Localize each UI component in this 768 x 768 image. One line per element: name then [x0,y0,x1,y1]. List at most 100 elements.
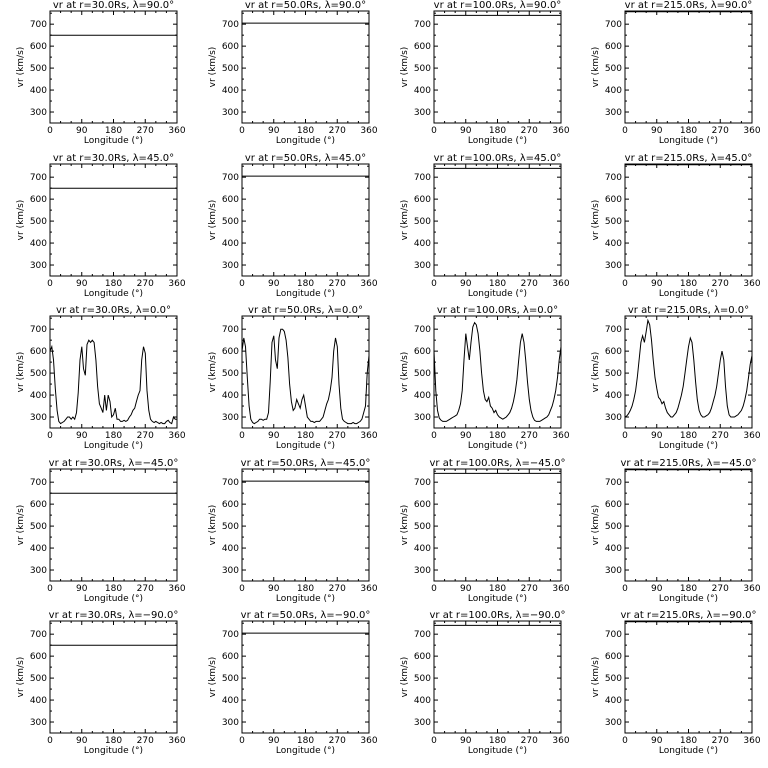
y-axis-label: vr (km/s) [16,200,26,241]
x-tick-label: 0 [622,126,628,136]
y-tick-label: 400 [30,391,47,401]
y-tick-label: 400 [30,696,47,706]
x-tick-label: 270 [137,584,154,594]
panel-4-3: vr at r=215.0Rs, λ=−90.0° 0 90 180 270 360 300… [591,610,761,756]
x-tick-label: 360 [552,584,569,594]
y-tick-label: 500 [414,64,431,74]
y-tick-label: 600 [605,347,622,357]
x-tick-label: 270 [521,431,538,441]
y-tick-label: 300 [222,718,239,728]
y-tick-label: 600 [414,500,431,510]
x-tick-label: 360 [743,431,760,441]
y-tick-label: 500 [605,522,622,532]
x-tick-label: 360 [360,736,377,746]
x-axis-label: Longitude (°) [84,594,143,604]
y-axis-label: vr (km/s) [208,505,218,546]
y-tick-label: 600 [222,42,239,52]
x-tick-label: 90 [460,736,472,746]
panel-0-2: vr at r=100.0Rs, λ=90.0° 0 90 180 270 360 300 4… [400,0,570,146]
y-tick-label: 500 [222,369,239,379]
x-tick-label: 180 [489,431,506,441]
x-tick-label: 360 [168,431,185,441]
y-tick-label: 300 [414,413,431,423]
x-tick-label: 0 [622,279,628,289]
plot-frame [49,315,178,429]
y-tick-label: 500 [414,369,431,379]
series-line-0 [624,318,753,418]
y-tick-label: 400 [414,696,431,706]
y-tick-label: 700 [605,630,622,640]
y-tick-label: 400 [414,391,431,401]
x-tick-label: 180 [105,279,122,289]
y-axis-label: vr (km/s) [208,200,218,241]
x-tick-label: 180 [489,584,506,594]
y-tick-label: 300 [414,108,431,118]
y-tick-label: 400 [30,239,47,249]
y-tick-label: 300 [605,108,622,118]
x-tick-label: 90 [76,584,88,594]
y-tick-label: 600 [605,500,622,510]
y-tick-label: 400 [30,86,47,96]
x-tick-label: 270 [137,431,154,441]
plot-frame [624,620,753,734]
y-tick-label: 500 [605,369,622,379]
x-tick-label: 0 [47,126,53,136]
y-tick-label: 600 [414,652,431,662]
x-tick-label: 180 [489,126,506,136]
panel-0-1: vr at r=50.0Rs, λ=90.0° 0 90 180 270 360 300 40… [208,0,378,146]
y-axis-label: vr (km/s) [400,200,410,241]
x-tick-label: 0 [622,584,628,594]
y-tick-label: 300 [222,108,239,118]
y-tick-label: 600 [222,195,239,205]
panel-title: vr at r=100.0Rs, λ=0.0° [437,305,558,316]
y-tick-label: 600 [414,42,431,52]
panel-title: vr at r=50.0Rs, λ=0.0° [248,305,363,316]
x-axis-label: Longitude (°) [276,441,335,451]
x-axis-label: Longitude (°) [468,136,527,146]
y-tick-label: 600 [605,42,622,52]
plot-frame [433,10,562,124]
y-tick-label: 600 [30,652,47,662]
x-tick-label: 270 [712,279,729,289]
x-tick-label: 360 [168,584,185,594]
panel-1-0: vr at r=30.0Rs, λ=45.0° 0 90 180 270 360 300 40… [16,153,186,299]
panel-4-0: vr at r=30.0Rs, λ=−90.0° 0 90 180 270 360 300 4… [16,610,186,756]
plot-frame [433,468,562,582]
y-tick-label: 600 [30,42,47,52]
x-tick-label: 0 [239,584,245,594]
y-tick-label: 700 [414,325,431,335]
y-tick-label: 700 [222,20,239,30]
x-tick-label: 270 [137,126,154,136]
y-axis-label: vr (km/s) [591,505,601,546]
y-tick-label: 500 [222,217,239,227]
y-axis-label: vr (km/s) [591,657,601,698]
x-tick-label: 180 [680,584,697,594]
series-line-0 [433,321,562,422]
x-tick-label: 0 [47,584,53,594]
x-tick-label: 90 [651,279,663,289]
y-tick-label: 300 [605,718,622,728]
x-tick-label: 90 [76,126,88,136]
y-axis-label: vr (km/s) [16,352,26,393]
plot-frame [49,163,178,277]
x-axis-label: Longitude (°) [659,441,718,451]
y-axis-label: vr (km/s) [591,200,601,241]
y-tick-label: 500 [605,674,622,684]
y-axis-label: vr (km/s) [400,47,410,88]
panel-3-1: vr at r=50.0Rs, λ=−45.0° 0 90 180 270 360 300 4… [208,458,378,604]
y-tick-label: 500 [414,674,431,684]
y-tick-label: 400 [414,86,431,96]
x-tick-label: 360 [168,736,185,746]
y-axis-label: vr (km/s) [16,505,26,546]
y-tick-label: 300 [605,413,622,423]
y-tick-label: 700 [222,325,239,335]
plot-frame [241,163,370,277]
panel-2-1: vr at r=50.0Rs, λ=0.0° 0 90 180 270 360 300 400… [208,305,378,451]
x-tick-label: 270 [712,126,729,136]
panel-title: vr at r=30.0Rs, λ=45.0° [53,153,174,164]
x-axis-label: Longitude (°) [468,441,527,451]
panel-title: vr at r=50.0Rs, λ=45.0° [245,153,366,164]
y-tick-label: 700 [222,478,239,488]
panel-0-0: vr at r=30.0Rs, λ=90.0° 0 90 180 270 360 300 40… [16,0,186,146]
